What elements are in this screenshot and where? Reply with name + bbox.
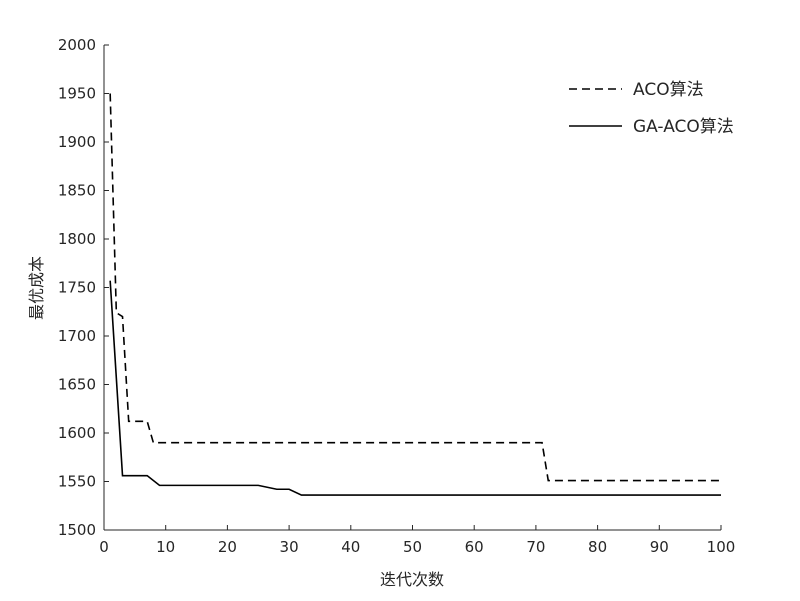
- x-tick-label: 40: [341, 538, 360, 556]
- x-tick-label: 90: [650, 538, 669, 556]
- x-tick-label: 10: [156, 538, 175, 556]
- axes: 0 10 20 30 40 50 60 70 80 90 100 1500 1550 1600 1650 17…: [58, 36, 736, 556]
- y-tick-label: 1650: [58, 376, 96, 394]
- y-tick-label: 1800: [58, 230, 96, 248]
- y-tick-label: 1600: [58, 424, 96, 442]
- y-tick-label: 1500: [58, 521, 96, 539]
- x-tick-label: 0: [99, 538, 109, 556]
- legend-label-ga-aco: GA-ACO算法: [633, 117, 734, 137]
- series-line-0: [109, 93, 721, 482]
- y-tick-label: 1700: [58, 327, 96, 345]
- y-tick-label: 1950: [58, 85, 96, 103]
- series-lines: [109, 93, 721, 496]
- x-axis-label: 迭代次数: [380, 570, 444, 589]
- y-tick-label: 2000: [58, 36, 96, 54]
- legend: ACO算法 GA-ACO算法: [569, 80, 734, 137]
- legend-label-aco: ACO算法: [633, 80, 704, 100]
- x-tick-label: 100: [707, 538, 736, 556]
- y-tick-label: 1900: [58, 133, 96, 151]
- y-tick-label: 1750: [58, 279, 96, 297]
- x-tick-label: 50: [403, 538, 422, 556]
- x-tick-label: 70: [526, 538, 545, 556]
- x-tick-label: 30: [280, 538, 299, 556]
- y-axis-label: 最优成本: [27, 256, 46, 320]
- x-tick-label: 20: [218, 538, 237, 556]
- x-tick-label: 80: [588, 538, 607, 556]
- y-tick-label: 1550: [58, 473, 96, 491]
- y-tick-label: 1850: [58, 182, 96, 200]
- x-tick-label: 60: [465, 538, 484, 556]
- series-line-1: [109, 280, 721, 496]
